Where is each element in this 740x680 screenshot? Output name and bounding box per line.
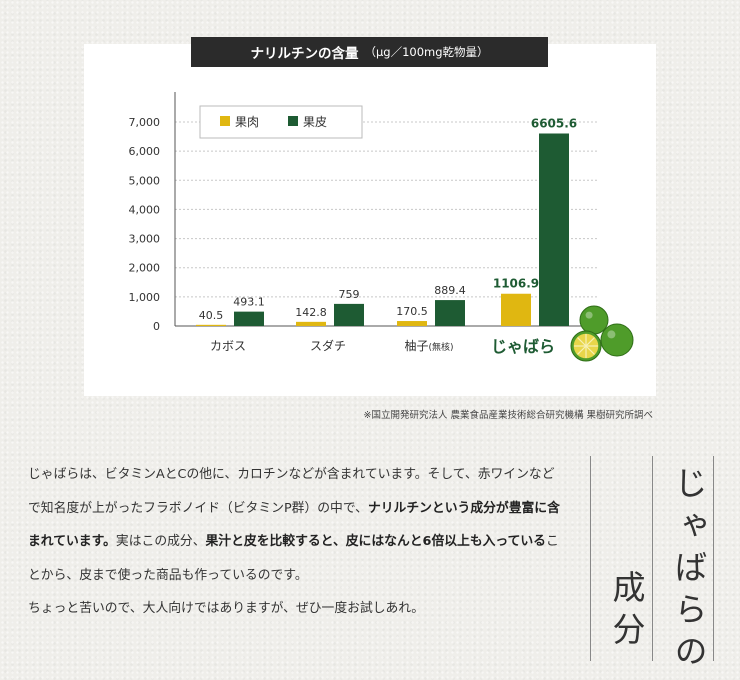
x-tick-label: カボス [210,339,246,353]
legend-swatch [220,116,230,126]
chart-title-bar: ナリルチンの含量 （μg／100mg乾物量） [191,37,548,67]
legend-box [199,105,363,139]
section-title-line2: 成分 [607,570,646,654]
bars: 40.5 493.1 142.8 759 170.5 889.4 1106.9 6605.6 [196,116,577,326]
divider-left [590,456,591,661]
x-tick-label: じゃばら [491,337,555,356]
description-text: じゃばらは、ビタミンAとCの他に、カロチンなどが含まれています。そして、赤ワイン… [28,458,564,626]
body-text-run: じゃばらは、ビタミンAとCの他に、カロチンなどが含まれています。そして、赤ワイン… [28,467,555,516]
grid-lines [175,121,598,298]
data-label: 759 [339,288,360,301]
citrus-fruit [579,305,609,335]
body-text-run: ことから、皮まで使った商品も作っているのです。 [28,534,559,583]
citrus-highlight [607,330,616,339]
section-title-line1: じゃばらの [669,466,708,676]
y-tick-label: 2,000 [129,262,161,275]
data-label: 493.1 [233,296,265,309]
axes: 0 1,000 2,000 3,000 4,000 5,000 6,000 7,000 カボス ス… [129,92,598,356]
citrus-illustration [570,305,634,362]
paragraph-1: じゃばらは、ビタミンAとCの他に、カロチンなどが含まれています。そして、赤ワイン… [28,458,564,592]
bar-pulp [296,321,326,326]
y-tick-label: 0 [153,320,160,333]
data-label: 170.5 [396,305,428,318]
citrus-fruit [600,323,634,357]
paragraph-2: ちょっと苦いので、大人向けではありますが、ぜひ一度お試しあれ。 [28,601,425,616]
y-tick-label: 4,000 [129,203,161,216]
data-label: 6605.6 [531,116,577,130]
y-tick-label: 7,000 [129,116,161,129]
emphasis-text: ナリルチンという成分が豊富に含まれています。 [28,500,560,550]
legend-label: 果皮 [303,115,327,129]
bar-peel [435,300,465,326]
data-label: 889.4 [434,284,466,297]
citrus-segment [585,345,595,355]
citrus-highlight [585,311,593,319]
chart-title-unit: （μg／100mg乾物量） [364,45,489,59]
divider-right [713,456,714,661]
citrus-segment [585,337,595,347]
bar-peel [234,311,264,326]
data-label: 40.5 [199,309,224,322]
y-tick-label: 5,000 [129,174,161,187]
legend: 果肉 果皮 [199,105,363,139]
bar-peel [539,133,569,326]
emphasis-text: 果汁と皮を比較すると、皮にはなんと6倍以上も入っている [205,534,546,549]
data-label: 1106.9 [493,277,539,291]
x-tick-label: スダチ [310,338,346,353]
legend-swatch [288,116,298,126]
divider-middle [652,456,653,661]
x-tick-label: 柚子(無核) [404,338,453,353]
bar-pulp [397,321,427,326]
y-tick-label: 6,000 [129,145,161,158]
bar-chart: 0 1,000 2,000 3,000 4,000 5,000 6,000 7,000 カボス ス… [129,92,634,362]
data-label: 142.8 [295,306,327,319]
y-tick-label: 3,000 [129,233,161,246]
bar-peel [334,303,364,326]
y-tick-label: 1,000 [129,291,161,304]
bar-pulp [501,293,531,326]
citrus-segment [577,337,587,347]
citrus-segment [577,345,587,355]
bar-pulp [196,324,226,326]
source-note: ※国立開発研究法人 農業食品産業技術総合研究機構 果樹研究所調べ [363,410,653,421]
chart-title: ナリルチンの含量 [250,46,359,62]
legend-label: 果肉 [235,115,259,129]
body-text-run: 実はこの成分、 [115,534,206,549]
